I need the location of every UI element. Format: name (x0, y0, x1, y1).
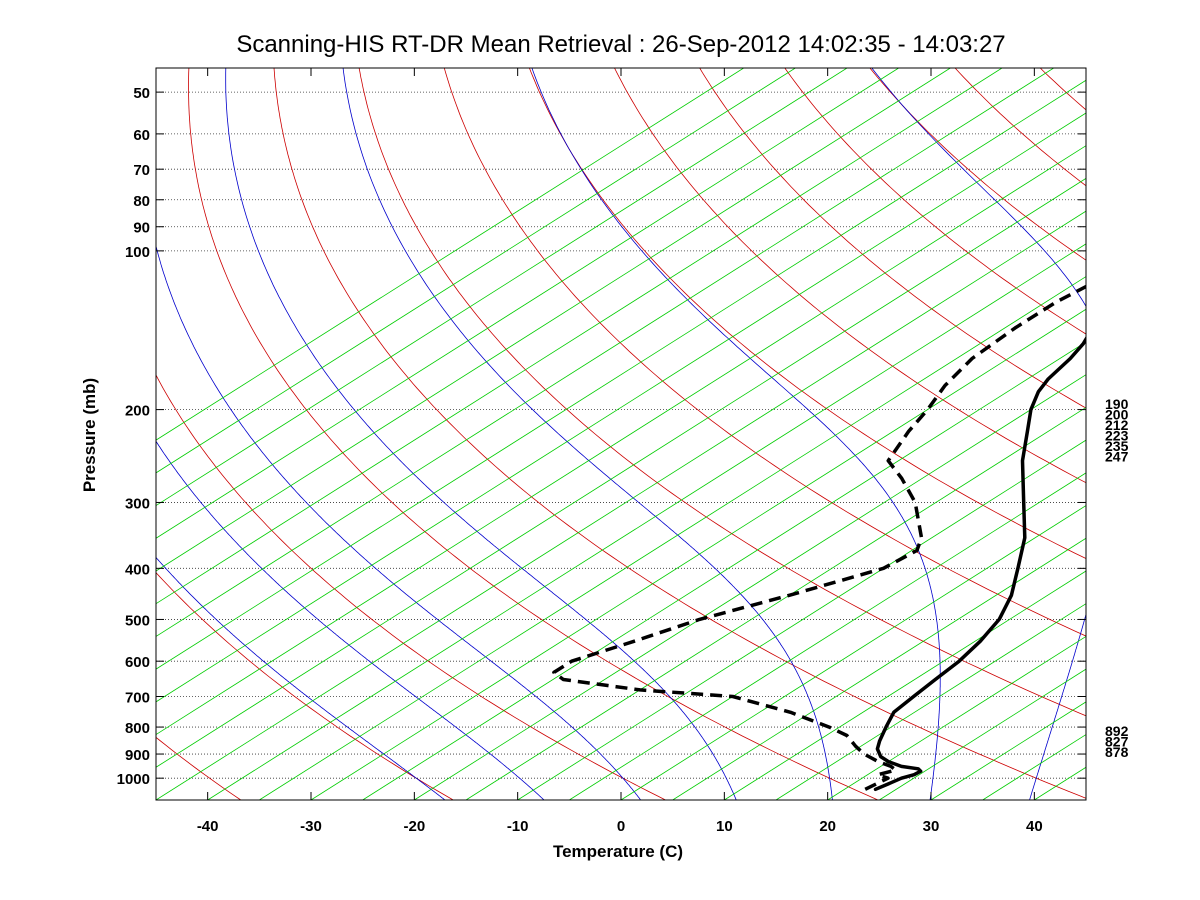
isotherm--95 (156, 68, 796, 474)
isotherm-45 (1085, 799, 1086, 800)
x-tick-label: 20 (819, 818, 836, 835)
dry-adiabat-410 (699, 68, 1086, 409)
moist-adiabat-320 (1131, 63, 1200, 800)
dry-adiabat-350 (443, 68, 1086, 637)
moist-adiabat-290 (342, 68, 833, 800)
dry-adiabat-layer (0, 68, 1200, 800)
y-tick-label: 500 (125, 612, 150, 629)
y-tick-label: 200 (125, 403, 150, 420)
isotherm-layer (156, 68, 1086, 800)
x-tick-label: 0 (617, 818, 625, 835)
y-tick-label: 100 (125, 244, 150, 261)
isotherm--90 (156, 68, 848, 507)
moist-adiabat-250 (156, 556, 446, 800)
x-tick-label: -30 (300, 818, 322, 835)
height-label-upper: 212 (1105, 417, 1129, 433)
y-tick-label: 90 (133, 220, 150, 237)
isotherm--35 (259, 276, 1086, 800)
dry-adiabat-210 (0, 68, 28, 800)
moist-adiabat-300 (531, 68, 941, 800)
y-axis-label: Pressure (mb) (80, 378, 99, 492)
isotherm--15 (465, 406, 1086, 800)
chart-text-layer: Scanning-HIS RT-DR Mean Retrieval : 26-S… (80, 31, 1129, 861)
isotherm--55 (156, 145, 1086, 736)
chart-title: Scanning-HIS RT-DR Mean Retrieval : 26-S… (236, 31, 1005, 58)
dry-adiabat-510 (1125, 68, 1200, 800)
isotherm--5 (569, 472, 1086, 800)
isotherm-0 (620, 505, 1086, 800)
isotherm--75 (156, 68, 1003, 605)
dry-adiabat-270 (156, 374, 666, 800)
isotherm--80 (156, 68, 951, 572)
moist-adiabat-260 (156, 440, 545, 800)
height-label-upper: 200 (1105, 407, 1129, 423)
isotherm-25 (879, 668, 1086, 800)
isotherm-15 (775, 603, 1086, 800)
isotherm--40 (207, 243, 1086, 800)
y-tick-label: 800 (125, 720, 150, 737)
plot-area (156, 68, 1086, 800)
height-label-upper: 190 (1105, 396, 1129, 412)
y-tick-label: 60 (133, 127, 150, 144)
height-label-upper: 223 (1105, 428, 1129, 444)
x-tick-label: 40 (1026, 818, 1043, 835)
x-axis-label: Temperature (C) (553, 842, 683, 861)
isotherm--85 (156, 68, 899, 539)
x-tick-label: -10 (507, 818, 529, 835)
height-label-upper: 235 (1105, 438, 1129, 454)
y-tick-label: 300 (125, 495, 150, 512)
isotherm--25 (362, 341, 1086, 800)
dry-adiabat-450 (869, 68, 1086, 261)
y-tick-label: 700 (125, 689, 150, 706)
moist-adiabat-270 (156, 244, 642, 800)
dry-adiabat-330 (358, 68, 1086, 717)
dry-adiabat-390 (614, 68, 1086, 484)
axis-tick-layer: -40 -30 -20 -10 0 10 20 30 40 50 60 70 80 90 100 200 300… (117, 68, 1086, 835)
isotherm--45 (156, 210, 1086, 800)
y-tick-label: 600 (125, 654, 150, 671)
x-tick-label: -40 (197, 818, 219, 835)
isotherm--70 (156, 68, 1054, 637)
temperature-profile-line (873, 335, 1086, 792)
dry-adiabat-370 (529, 68, 1086, 559)
isotherm-20 (827, 635, 1086, 800)
moist-adiabat-layer (156, 63, 1200, 800)
isotherm-5 (672, 537, 1086, 800)
dry-adiabat-310 (273, 68, 1086, 799)
dewpoint-profile-line (552, 284, 1086, 791)
height-label-lower: 827 (1105, 734, 1129, 750)
isotherm-10 (724, 570, 1086, 800)
height-label-lower: 892 (1105, 723, 1129, 739)
isotherm--10 (517, 439, 1086, 800)
dry-adiabat-250 (156, 572, 454, 800)
y-tick-label: 900 (125, 747, 150, 764)
y-tick-label: 50 (133, 85, 150, 102)
isotherm--30 (310, 308, 1086, 800)
isotherm--60 (156, 112, 1086, 703)
y-tick-label: 400 (125, 561, 150, 578)
sounding-profile-layer (552, 284, 1086, 792)
y-tick-label: 80 (133, 193, 150, 210)
dry-adiabat-290 (188, 68, 879, 800)
moist-adiabat-280 (225, 68, 737, 800)
height-label-lower: 878 (1105, 744, 1129, 760)
y-tick-label: 1000 (117, 771, 150, 788)
x-tick-label: 30 (923, 818, 940, 835)
isotherm--50 (156, 177, 1086, 768)
isotherm--65 (156, 79, 1086, 670)
x-tick-label: 10 (716, 818, 733, 835)
x-tick-label: -20 (403, 818, 425, 835)
moist-adiabat-310 (871, 68, 1086, 800)
pressure-grid-layer (156, 91, 1086, 779)
y-tick-label: 70 (133, 162, 150, 179)
height-label-upper: 247 (1105, 449, 1129, 465)
dry-adiabat-430 (784, 68, 1086, 335)
isotherm--20 (414, 374, 1086, 800)
isotherm--100 (156, 68, 744, 441)
plot-background-layer (156, 68, 1086, 800)
